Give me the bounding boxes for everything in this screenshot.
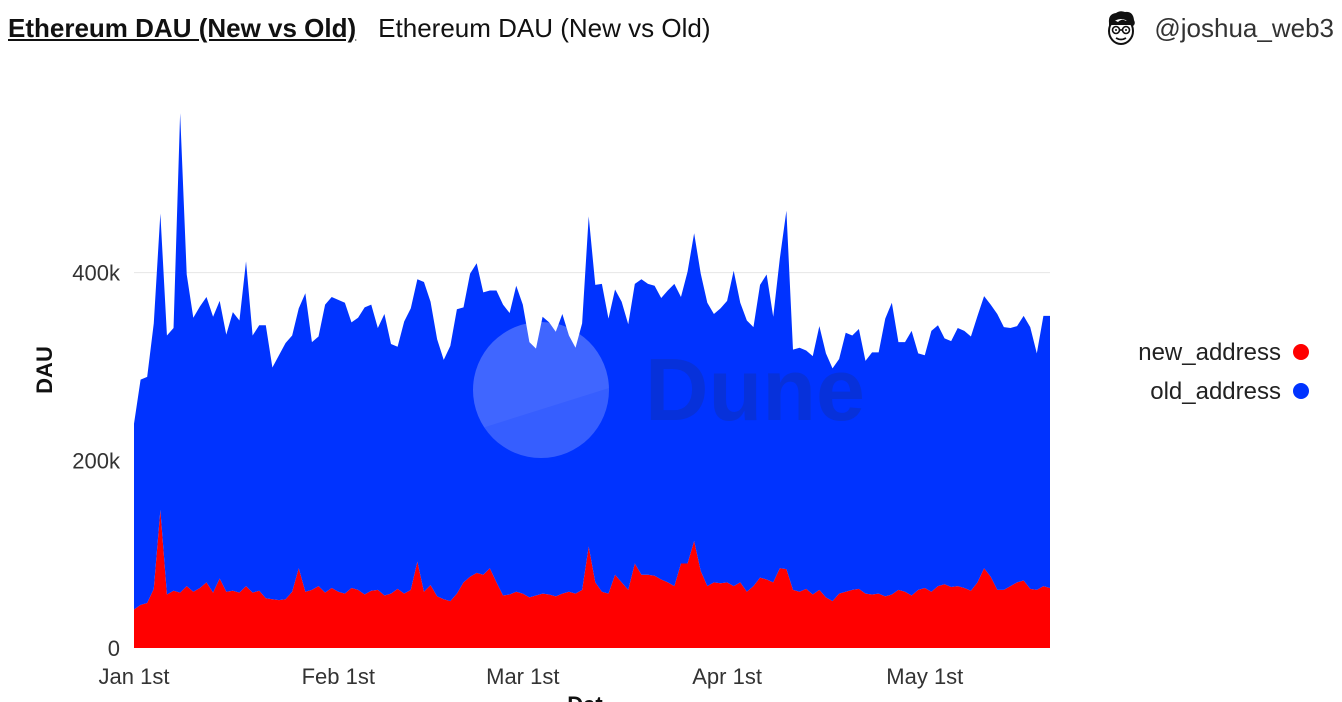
cartoon-avatar-icon [1108,11,1136,45]
y-tick-label: 0 [108,636,120,661]
series-area-new_address [134,510,1050,648]
author-block[interactable]: @joshua_web3 [1102,8,1334,48]
x-axis-title: Dat [567,692,603,702]
y-axis-title: DAU [32,346,57,394]
legend-label-old_address: old_address [1150,378,1281,405]
visualization-title: Ethereum DAU (New vs Old) [378,12,711,43]
series-areas [134,113,1050,648]
y-tick-label: 400k [72,261,121,286]
series-area-old_address [134,113,1050,610]
watermark-text: Dune [645,340,865,439]
x-axis: Jan 1st Feb 1st Mar 1st Apr 1st May 1st [99,664,964,689]
watermark-wedge [482,388,610,463]
query-title-link[interactable]: Ethereum DAU (New vs Old) [8,12,357,43]
legend-label-new_address: new_address [1138,339,1281,366]
x-tick-label: Apr 1st [692,664,762,689]
legend-swatch-new_address [1293,344,1309,360]
x-tick-label: Jan 1st [99,664,170,689]
watermark-circle [473,322,609,458]
y-tick-label: 200k [72,448,121,473]
dune-watermark: Dune [473,322,865,463]
x-tick-label: Feb 1st [302,664,375,689]
y-axis: 0 200k 400k [72,261,121,661]
legend-swatch-old_address [1293,383,1309,399]
legend: new_address old_address [1138,339,1309,405]
author-handle: @joshua_web3 [1154,12,1334,43]
chart-header: Ethereum DAU (New vs Old) Ethereum DAU (… [8,10,710,46]
x-tick-label: May 1st [886,664,963,689]
x-tick-label: Mar 1st [486,664,559,689]
